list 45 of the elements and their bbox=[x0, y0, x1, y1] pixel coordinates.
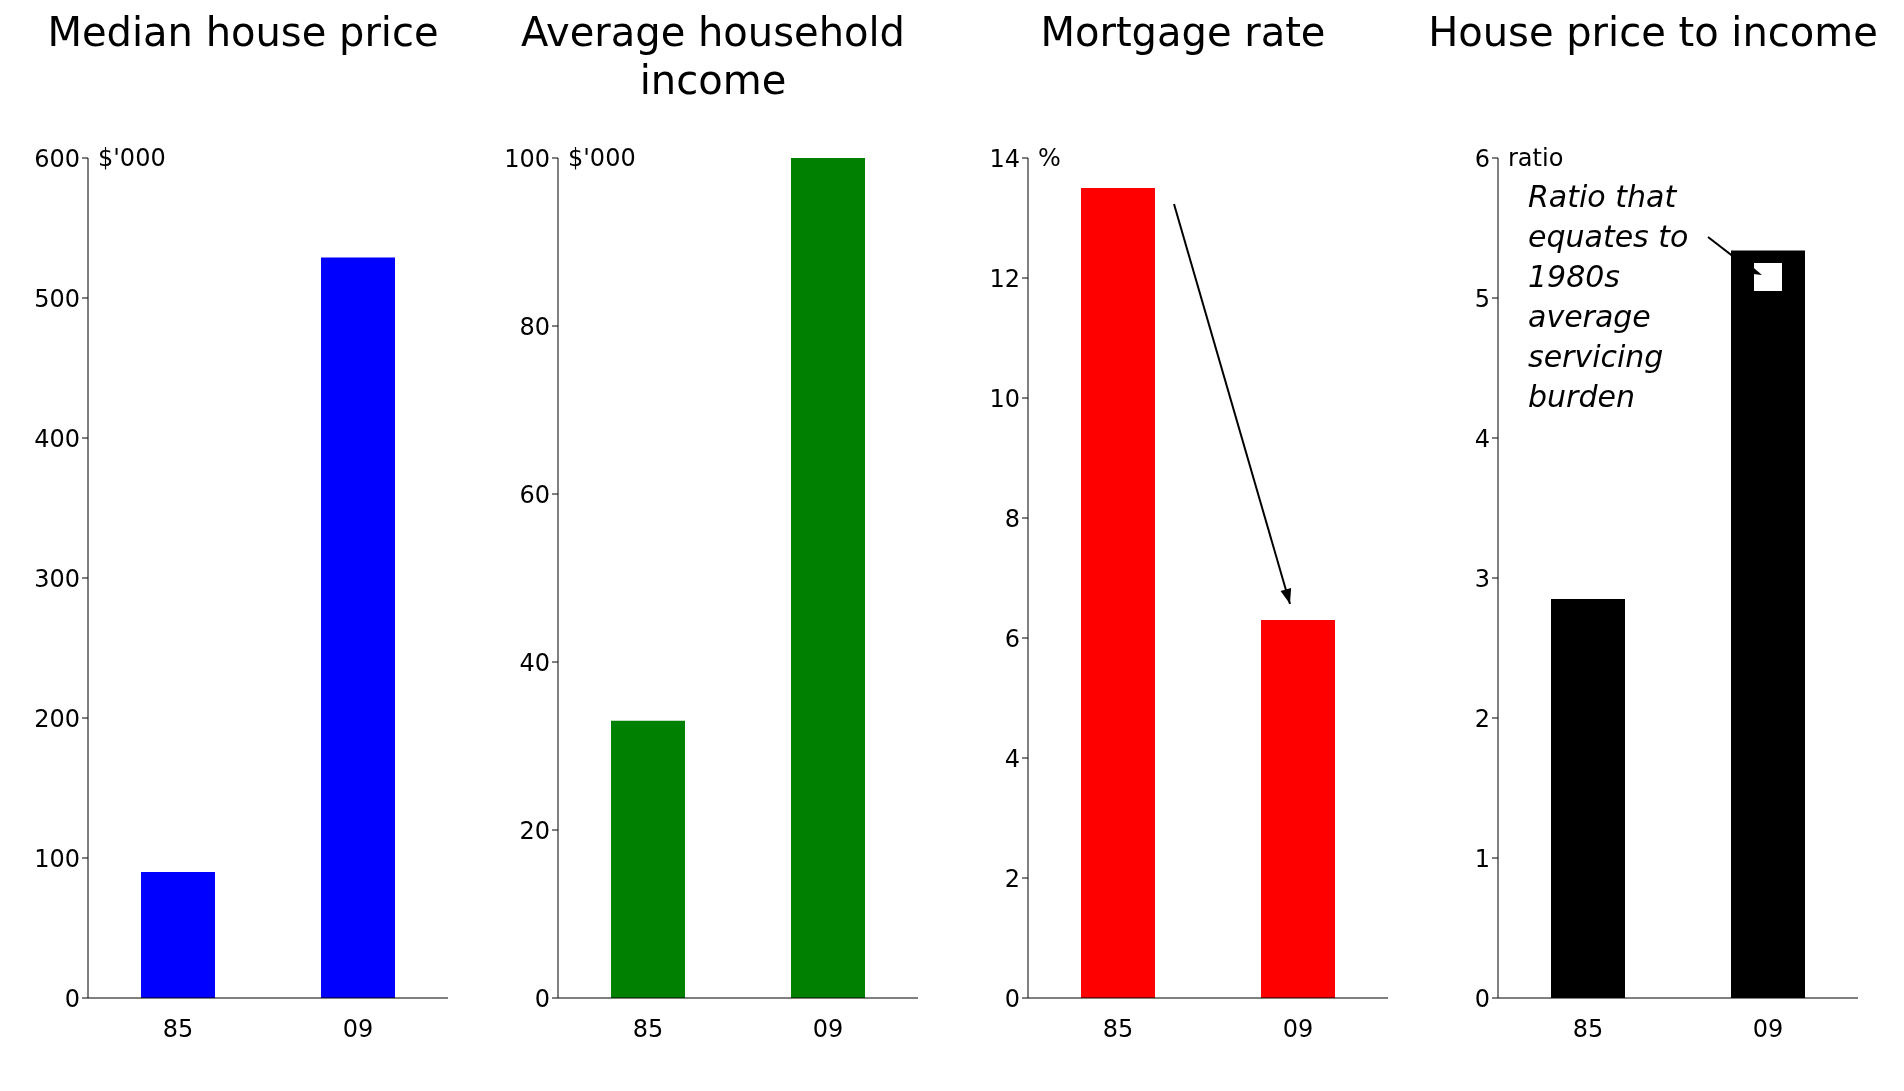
y-tick-label: 5 bbox=[1474, 284, 1490, 313]
y-tick-label: 6 bbox=[1004, 624, 1020, 653]
y-tick-label: 60 bbox=[519, 480, 550, 509]
y-tick-label: 80 bbox=[519, 312, 550, 341]
chart-title: Median house price bbox=[46, 8, 440, 57]
chart-title: Average household income bbox=[520, 8, 906, 105]
x-tick-label: 85 bbox=[162, 1015, 194, 1044]
y-tick-label: 20 bbox=[519, 816, 550, 845]
y-tick-label: 1 bbox=[1474, 844, 1490, 873]
x-tick-label: 85 bbox=[1102, 1015, 1134, 1044]
y-tick-label: 8 bbox=[1004, 504, 1020, 533]
y-tick-label: 500 bbox=[34, 284, 80, 313]
y-tick-label: 3 bbox=[1474, 564, 1490, 593]
y-axis-title: ratio bbox=[1508, 144, 1564, 172]
x-tick-label: 09 bbox=[812, 1015, 844, 1044]
y-tick-label: 40 bbox=[519, 648, 550, 677]
annotation: Ratio that equates to 1980s average servicing burden bbox=[1528, 179, 1689, 414]
y-tick-label: 0 bbox=[64, 984, 80, 1013]
y-tick-label: 100 bbox=[34, 844, 80, 873]
chart-title: House price to income bbox=[1427, 8, 1879, 57]
y-axis-title: $'000 bbox=[98, 144, 166, 172]
y-tick-label: 6 bbox=[1474, 144, 1490, 173]
x-tick-label: 85 bbox=[1572, 1015, 1604, 1044]
y-tick-label: 300 bbox=[34, 564, 80, 593]
x-tick-label: 09 bbox=[342, 1015, 374, 1044]
y-tick-label: 400 bbox=[34, 424, 80, 453]
y-tick-label: 0 bbox=[1474, 984, 1490, 1013]
y-tick-label: 0 bbox=[1004, 984, 1020, 1013]
chart-title: Mortgage rate bbox=[1039, 8, 1327, 57]
x-tick-label: 09 bbox=[1282, 1015, 1314, 1044]
y-tick-label: 4 bbox=[1474, 424, 1490, 453]
y-tick-label: 10 bbox=[989, 384, 1020, 413]
y-axis-title: $'000 bbox=[568, 144, 636, 172]
x-tick-label: 85 bbox=[632, 1015, 664, 1044]
y-tick-label: 2 bbox=[1004, 864, 1020, 893]
y-tick-label: 12 bbox=[989, 264, 1020, 293]
y-axis-title: % bbox=[1038, 144, 1061, 172]
y-tick-label: 2 bbox=[1474, 704, 1490, 733]
y-tick-label: 0 bbox=[534, 984, 550, 1013]
x-tick-label: 09 bbox=[1752, 1015, 1784, 1044]
y-tick-label: 4 bbox=[1004, 744, 1020, 773]
y-tick-label: 14 bbox=[989, 144, 1020, 173]
y-tick-label: 200 bbox=[34, 704, 80, 733]
y-tick-label: 100 bbox=[504, 144, 550, 173]
y-tick-label: 600 bbox=[34, 144, 80, 173]
